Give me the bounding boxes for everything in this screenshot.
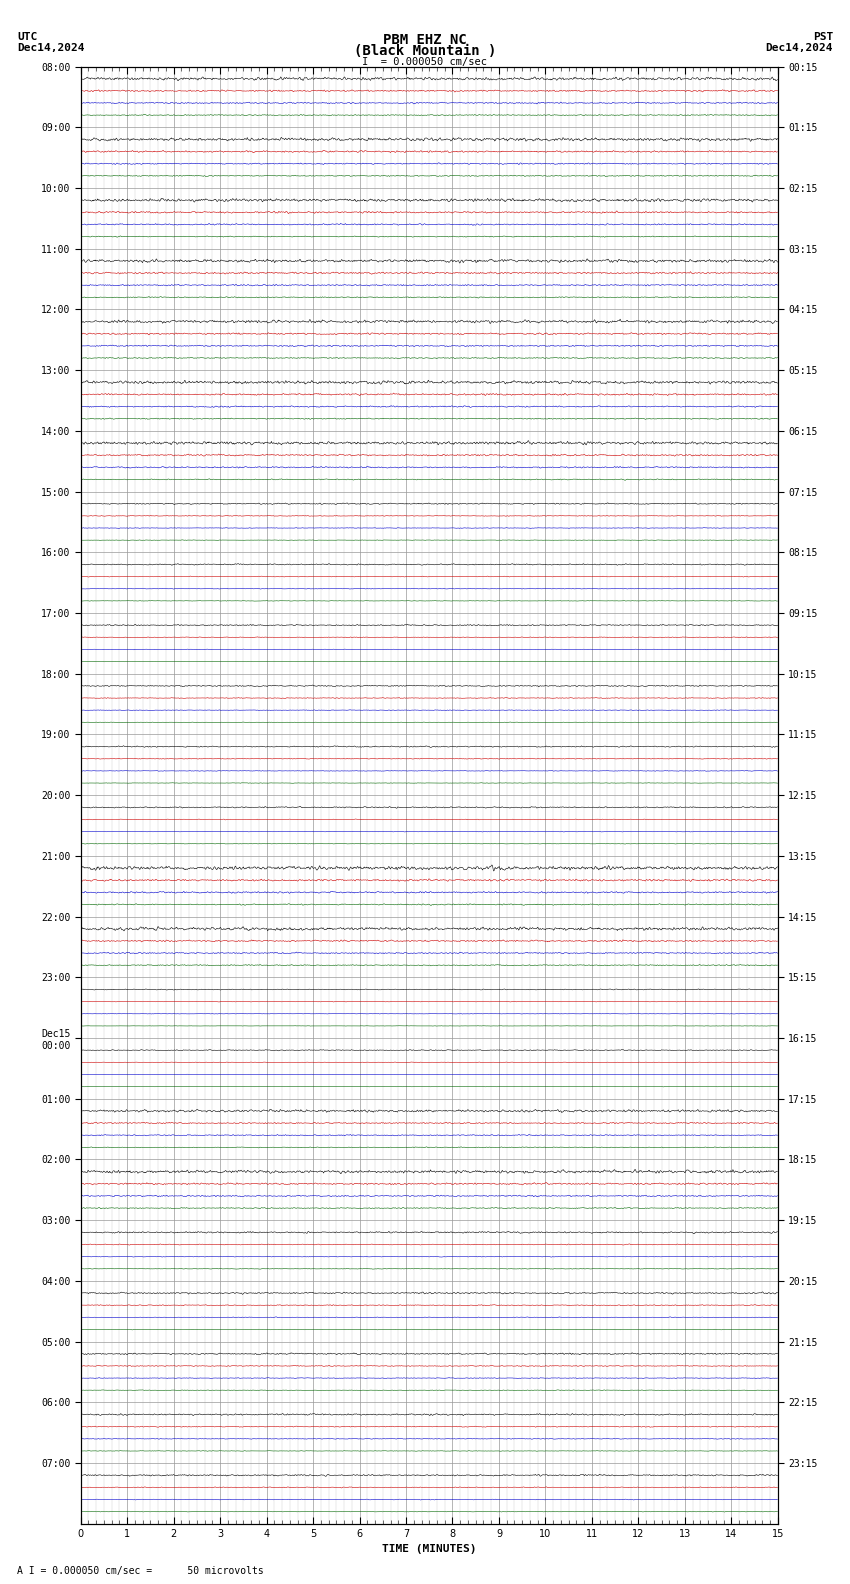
Text: UTC: UTC	[17, 32, 37, 41]
Text: A I = 0.000050 cm/sec =      50 microvolts: A I = 0.000050 cm/sec = 50 microvolts	[17, 1567, 264, 1576]
Text: I  = 0.000050 cm/sec: I = 0.000050 cm/sec	[362, 57, 488, 67]
X-axis label: TIME (MINUTES): TIME (MINUTES)	[382, 1544, 477, 1554]
Text: PBM EHZ NC: PBM EHZ NC	[383, 33, 467, 48]
Text: PST: PST	[813, 32, 833, 41]
Text: Dec14,2024: Dec14,2024	[17, 43, 84, 52]
Text: (Black Mountain ): (Black Mountain )	[354, 44, 496, 59]
Text: Dec14,2024: Dec14,2024	[766, 43, 833, 52]
